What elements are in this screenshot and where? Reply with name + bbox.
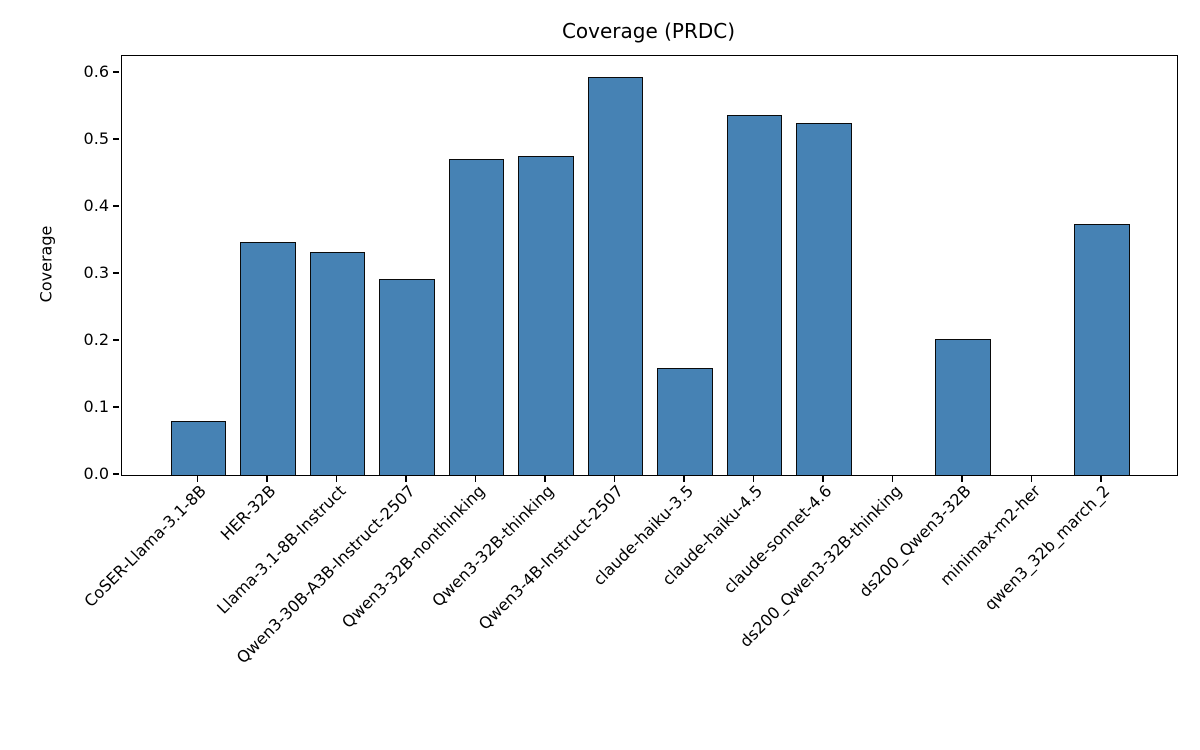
x-tick-mark: [752, 475, 755, 482]
y-tick-mark: [113, 272, 120, 274]
x-tick-mark: [1030, 475, 1033, 482]
bar: [309, 252, 366, 475]
x-tick-mark: [335, 475, 338, 482]
bar: [448, 158, 505, 475]
x-tick-label: Qwen3-32B-nonthinking: [337, 481, 489, 632]
y-tick-label: 0.2: [83, 329, 109, 349]
x-tick-label: Llama-3.1-8B-Instruct: [212, 481, 350, 618]
x-tick-mark: [266, 475, 268, 482]
y-tick-label: 0.5: [83, 128, 109, 148]
x-tick-label: qwen3_32b_march_2: [981, 481, 1114, 614]
chart-title: Coverage (PRDC): [561, 19, 736, 43]
y-tick-label: 0.3: [83, 262, 109, 282]
x-tick-mark: [544, 475, 546, 482]
x-tick-mark: [405, 475, 407, 482]
x-tick-mark: [822, 475, 824, 482]
x-tick-label: Qwen3-4B-Instruct-2507: [474, 481, 628, 634]
y-tick-label: 0.1: [83, 396, 109, 416]
bar: [240, 241, 296, 475]
bar: [170, 421, 227, 475]
bar: [518, 155, 574, 475]
y-axis-label: Coverage: [36, 225, 56, 303]
y-tick-mark: [113, 406, 120, 408]
plot-area: [121, 55, 1178, 476]
x-tick-mark: [683, 475, 685, 482]
x-tick-mark: [474, 475, 477, 482]
bar: [657, 367, 713, 475]
y-tick-label: 0.0: [83, 464, 109, 483]
x-tick-mark: [891, 475, 894, 482]
x-tick-mark: [196, 475, 199, 482]
y-tick-mark: [113, 339, 120, 341]
x-tick-label: CoSER-Llama-3.1-8B: [80, 481, 211, 611]
bar: [1074, 224, 1130, 475]
y-tick-mark: [113, 205, 120, 207]
bar: [587, 76, 644, 475]
bar: [796, 123, 852, 475]
x-tick-mark: [1100, 475, 1102, 482]
x-tick-label: Qwen3-32B-thinking: [428, 481, 558, 611]
x-tick-label: HER-32B: [216, 481, 280, 545]
y-tick-mark: [113, 473, 120, 475]
bar: [726, 115, 783, 475]
y-tick-mark: [113, 138, 120, 140]
y-tick-label: 0.6: [83, 61, 109, 81]
bar: [935, 338, 991, 475]
x-tick-mark: [961, 475, 963, 482]
y-tick-mark: [113, 70, 120, 73]
y-tick-label: 0.4: [83, 195, 109, 215]
x-tick-mark: [613, 475, 616, 482]
bar: [379, 279, 435, 475]
